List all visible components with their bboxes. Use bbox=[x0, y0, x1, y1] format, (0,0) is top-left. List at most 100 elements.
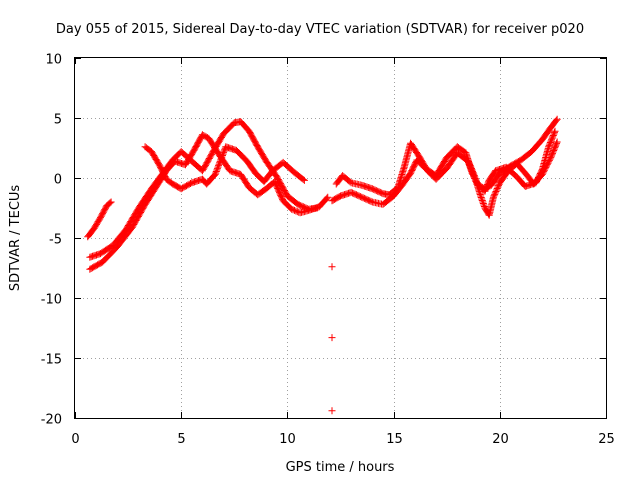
data-point bbox=[548, 136, 556, 144]
data-point bbox=[157, 163, 165, 171]
data-point bbox=[407, 168, 415, 176]
chart-title: Day 055 of 2015, Sidereal Day-to-day VTE… bbox=[56, 22, 584, 37]
data-point bbox=[293, 208, 301, 216]
data-point bbox=[468, 166, 476, 174]
data-point bbox=[216, 159, 224, 167]
data-point bbox=[106, 199, 114, 207]
data-point bbox=[278, 194, 286, 202]
data-point bbox=[276, 189, 284, 197]
data-point bbox=[298, 202, 306, 210]
data-point bbox=[137, 208, 145, 216]
data-point bbox=[247, 130, 255, 138]
data-point bbox=[99, 208, 107, 216]
data-point bbox=[249, 135, 257, 143]
data-point bbox=[137, 207, 145, 215]
data-point bbox=[191, 145, 199, 153]
data-point bbox=[371, 186, 379, 194]
data-point bbox=[218, 153, 226, 161]
data-point bbox=[469, 167, 477, 175]
data-point bbox=[136, 210, 144, 218]
data-point bbox=[100, 207, 108, 215]
data-point bbox=[469, 169, 477, 177]
data-point bbox=[491, 189, 499, 197]
y-axis-label: SDTVAR / TECUs bbox=[8, 185, 23, 292]
data-point bbox=[252, 140, 260, 148]
data-point bbox=[551, 144, 559, 152]
data-point bbox=[409, 164, 417, 172]
data-point bbox=[253, 142, 261, 149]
data-point bbox=[367, 197, 375, 205]
data-point bbox=[545, 156, 553, 164]
data-point bbox=[549, 148, 557, 156]
data-point bbox=[328, 334, 336, 342]
data-point bbox=[493, 186, 501, 194]
data-point bbox=[274, 184, 282, 192]
data-point bbox=[467, 165, 475, 173]
data-point bbox=[294, 200, 302, 208]
data-point bbox=[494, 183, 502, 191]
data-point bbox=[274, 186, 282, 194]
data-point bbox=[489, 193, 497, 201]
data-point bbox=[271, 179, 279, 187]
data-point bbox=[352, 191, 360, 199]
data-point bbox=[410, 163, 418, 171]
data-point bbox=[131, 218, 139, 226]
data-point bbox=[482, 184, 490, 192]
data-point bbox=[362, 195, 370, 203]
data-point bbox=[216, 157, 224, 165]
data-point bbox=[538, 170, 546, 178]
y-tick-label: -10 bbox=[41, 293, 62, 308]
data-point bbox=[94, 261, 102, 269]
data-point bbox=[220, 149, 228, 157]
data-point bbox=[351, 190, 359, 198]
data-point bbox=[466, 160, 474, 168]
data-point bbox=[350, 190, 358, 198]
data-point bbox=[130, 221, 138, 229]
data-point bbox=[553, 115, 561, 123]
data-point bbox=[354, 191, 362, 199]
data-point bbox=[545, 158, 553, 166]
data-point bbox=[98, 211, 106, 219]
data-point bbox=[356, 193, 364, 201]
data-point bbox=[335, 193, 343, 201]
data-point bbox=[539, 169, 547, 177]
data-point bbox=[366, 197, 374, 205]
data-point bbox=[543, 161, 551, 169]
data-point bbox=[549, 133, 557, 141]
data-point bbox=[407, 169, 415, 177]
data-point bbox=[324, 193, 332, 201]
data-point bbox=[160, 170, 168, 178]
data-point bbox=[159, 167, 167, 175]
data-point bbox=[161, 173, 169, 181]
data-point bbox=[355, 192, 363, 200]
data-point bbox=[134, 212, 142, 220]
data-point bbox=[140, 203, 148, 211]
data-point bbox=[547, 154, 555, 162]
data-point bbox=[495, 182, 503, 190]
data-point bbox=[297, 202, 305, 210]
data-point bbox=[194, 139, 202, 147]
data-point bbox=[546, 139, 554, 147]
data-point bbox=[271, 178, 279, 186]
data-point bbox=[410, 161, 418, 169]
plot-frame bbox=[74, 57, 607, 419]
data-point bbox=[135, 211, 143, 219]
data-point bbox=[466, 162, 474, 170]
data-point bbox=[495, 180, 503, 188]
data-point bbox=[547, 137, 555, 145]
data-point bbox=[478, 195, 486, 203]
data-point bbox=[158, 166, 166, 174]
data-point bbox=[196, 135, 204, 143]
data-point bbox=[217, 154, 225, 162]
data-point bbox=[550, 145, 558, 153]
data-point bbox=[467, 163, 475, 171]
data-point bbox=[491, 190, 499, 198]
data-point bbox=[214, 163, 222, 171]
data-point bbox=[155, 161, 163, 169]
data-point bbox=[549, 149, 557, 157]
data-point bbox=[101, 206, 109, 214]
data-point bbox=[290, 206, 298, 214]
x-tick-label: 15 bbox=[386, 432, 403, 447]
data-point bbox=[479, 198, 487, 206]
data-point bbox=[551, 142, 559, 150]
